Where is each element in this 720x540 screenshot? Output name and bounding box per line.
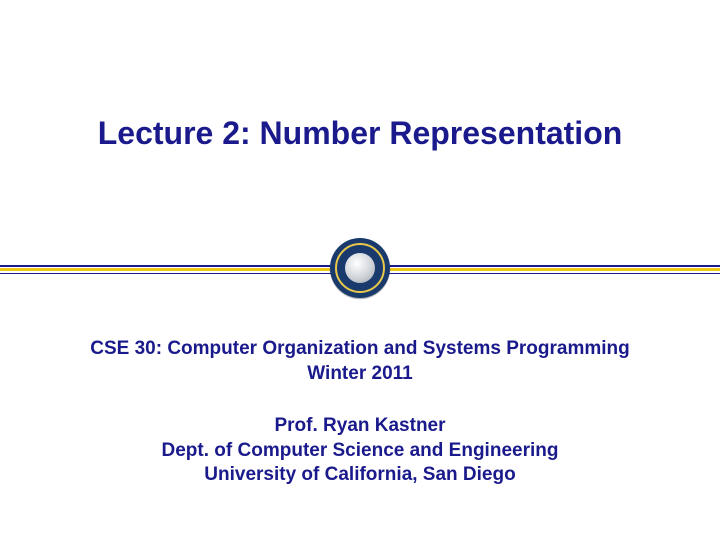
slide: Lecture 2: Number Representation CSE 30:… [0, 0, 720, 540]
lecture-title: Lecture 2: Number Representation [0, 115, 720, 152]
instructor-details: Prof. Ryan Kastner Dept. of Computer Sci… [0, 414, 720, 488]
professor-name: Prof. Ryan Kastner [0, 414, 720, 439]
department: Dept. of Computer Science and Engineerin… [0, 439, 720, 464]
course-subtitle: CSE 30: Computer Organization and System… [0, 337, 720, 386]
course-name: CSE 30: Computer Organization and System… [0, 337, 720, 362]
seal-inner [345, 253, 375, 283]
term: Winter 2011 [0, 362, 720, 387]
ucsd-seal-icon [330, 238, 390, 298]
university: University of California, San Diego [0, 463, 720, 488]
